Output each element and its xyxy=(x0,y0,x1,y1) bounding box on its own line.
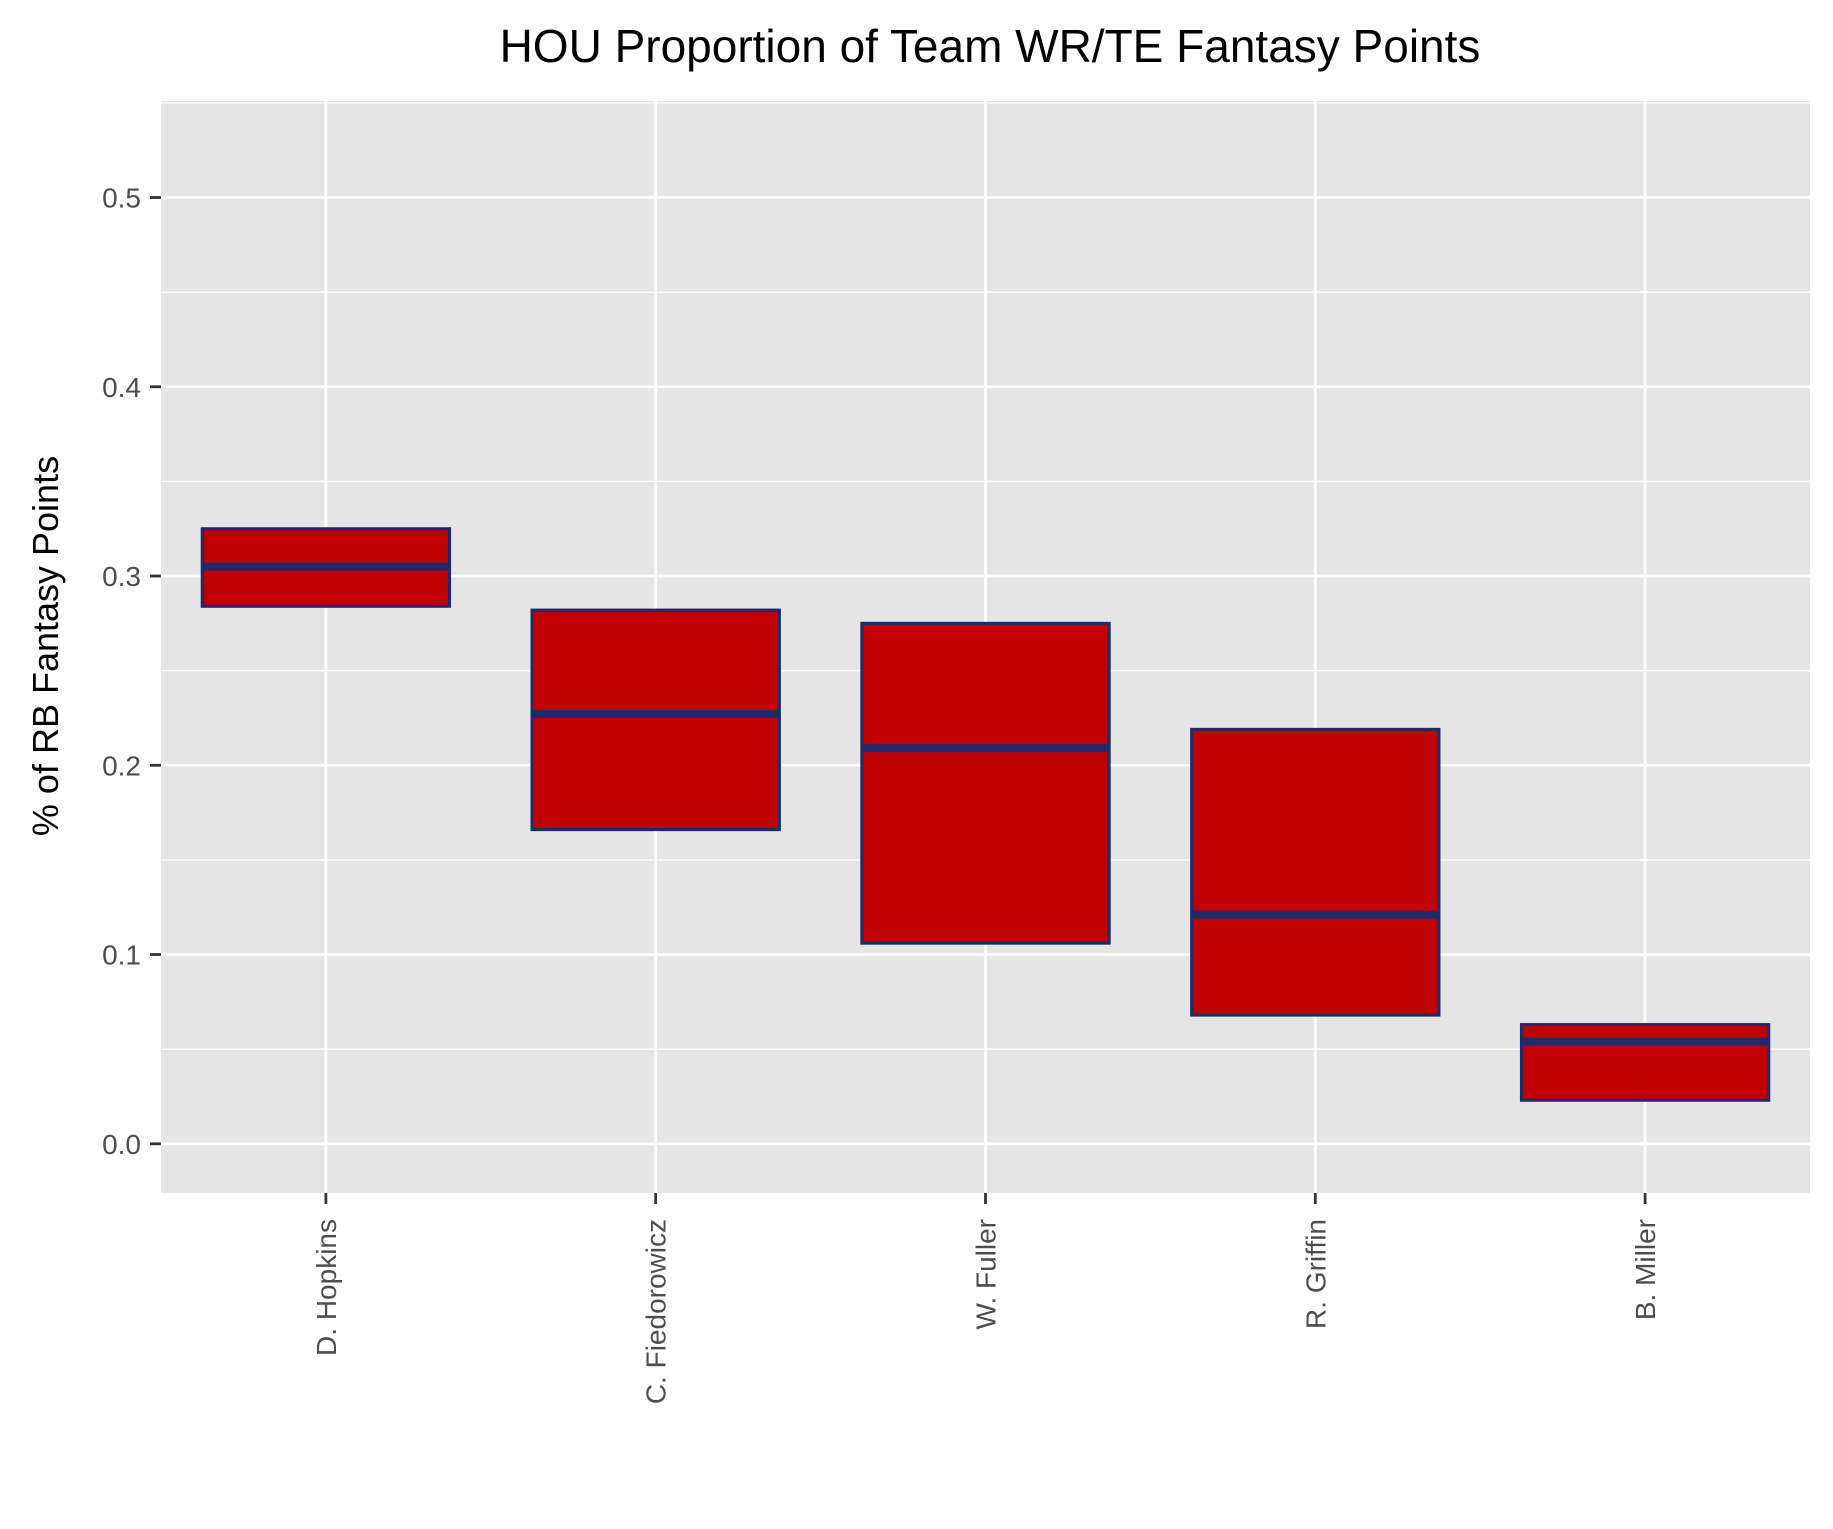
x-tick-label: W. Fuller xyxy=(971,1219,1002,1329)
y-tick-label: 0.4 xyxy=(102,372,141,403)
y-axis: 0.0 0.1 0.2 0.3 0.4 0.5 xyxy=(102,183,161,1160)
y-tick-label: 0.3 xyxy=(102,561,141,592)
chart-title: HOU Proportion of Team WR/TE Fantasy Poi… xyxy=(500,20,1481,72)
y-tick-label: 0.2 xyxy=(102,750,141,781)
box-5 xyxy=(1519,1023,1771,1102)
x-tick-label: D. Hopkins xyxy=(311,1219,342,1356)
x-tick-label: R. Griffin xyxy=(1300,1219,1331,1329)
x-tick-label: B. Miller xyxy=(1630,1219,1661,1320)
x-axis: D. Hopkins C. Fiedorowicz W. Fuller R. Grif… xyxy=(311,1193,1661,1404)
y-tick-label: 0.5 xyxy=(102,183,141,214)
box-4 xyxy=(1190,727,1441,1017)
boxes xyxy=(200,527,1771,1102)
y-axis-label: % of RB Fantasy Points xyxy=(25,456,66,836)
y-tick-label: 0.1 xyxy=(102,940,141,971)
box-2 xyxy=(530,608,781,832)
x-tick-label: C. Fiedorowicz xyxy=(641,1219,672,1404)
box-3 xyxy=(860,621,1111,945)
y-tick-label: 0.0 xyxy=(102,1129,141,1160)
